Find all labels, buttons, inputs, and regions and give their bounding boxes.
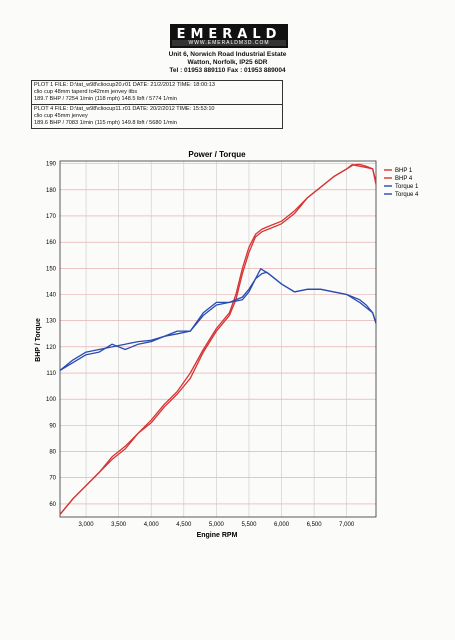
x-tick-labels: 3,000 3,500 4,000 4,500 5,000 5,500 6,000 6,500… <box>79 522 355 528</box>
plot-4-file: PLOT 4 FILE: D:\tat_w98\cliocup11.r01 DA… <box>34 106 215 112</box>
y-tick-label: 70 <box>49 476 56 482</box>
plot-1-description: clio cup 48mm taperd to42mm jenvey itbs <box>34 89 138 95</box>
x-tick-label: 3,500 <box>111 522 127 528</box>
y-tick-label: 90 <box>49 423 56 429</box>
x-axis-label: Engine RPM <box>197 532 238 539</box>
series-line-torque-4 <box>59 268 377 371</box>
plot-1-file: PLOT 1 FILE: D:\tat_w98\cliocup20.r01 DA… <box>34 82 215 88</box>
y-tick-label: 170 <box>46 214 57 220</box>
y-tick-label: 120 <box>46 345 57 351</box>
legend-label: Torque 1 <box>395 184 419 190</box>
legend-label: BHP 1 <box>395 168 413 174</box>
y-tick-label: 190 <box>46 162 57 168</box>
series-line-bhp-4 <box>59 164 377 515</box>
x-tick-label: 3,000 <box>79 522 95 528</box>
y-tick-label: 140 <box>46 293 57 299</box>
contact-line: Tel : 01953 889110 Fax : 01953 889004 <box>169 67 286 74</box>
y-tick-label: 60 <box>49 502 56 508</box>
y-tick-label: 110 <box>46 371 56 377</box>
y-tick-label: 160 <box>46 240 57 246</box>
address-line-2: Watton, Norfolk, IP25 6DR <box>187 59 268 66</box>
x-tick-label: 6,500 <box>307 522 323 528</box>
y-axis-label: BHP / Torque <box>35 318 42 362</box>
x-tick-label: 4,500 <box>176 522 192 528</box>
y-tick-labels: 60 70 80 90 100 110 120 130 140 150 160 170 180 190 <box>46 162 57 508</box>
logo-company-name: EMERALD <box>176 27 282 42</box>
x-tick-label: 5,500 <box>241 522 257 528</box>
legend-label: Torque 4 <box>395 192 419 198</box>
plot-1-peaks: 189.7 BHP / 7254 1/min (118 mph) 148.5 l… <box>34 96 177 102</box>
x-tick-label: 6,000 <box>274 522 290 528</box>
chart-title: Power / Torque <box>188 150 246 159</box>
series-lines <box>59 163 377 515</box>
y-tick-label: 150 <box>46 266 57 272</box>
address-line-1: Unit 6, Norwich Road Industrial Estate <box>168 51 287 58</box>
plot-area-frame <box>59 160 377 518</box>
y-tick-label: 100 <box>46 397 57 403</box>
plot-info-box-4: PLOT 4 FILE: D:\tat_w98\cliocup11.r01 DA… <box>31 104 283 129</box>
emerald-logo: EMERALD WWW.EMERALDM3D.COM <box>170 24 288 48</box>
x-tick-label: 4,000 <box>144 522 160 528</box>
plot-4-peaks: 189.6 BHP / 7083 1/min (115 mph) 149.8 l… <box>34 120 177 126</box>
legend-label: BHP 4 <box>395 176 413 182</box>
x-tick-label: 7,000 <box>339 522 355 528</box>
series-line-torque-1 <box>59 271 377 371</box>
plot-info-box-1: PLOT 1 FILE: D:\tat_w98\cliocup20.r01 DA… <box>31 80 283 105</box>
y-tick-label: 180 <box>46 188 57 194</box>
x-tick-label: 5,000 <box>209 522 225 528</box>
y-tick-label: 80 <box>49 450 56 456</box>
logo-website: WWW.EMERALDM3D.COM <box>172 40 286 46</box>
chart-legend: BHP 1 BHP 4 Torque 1 Torque 4 <box>384 168 419 198</box>
plot-4-description: clio cup 45mm jenvey <box>34 113 88 119</box>
y-tick-label: 130 <box>46 319 57 325</box>
